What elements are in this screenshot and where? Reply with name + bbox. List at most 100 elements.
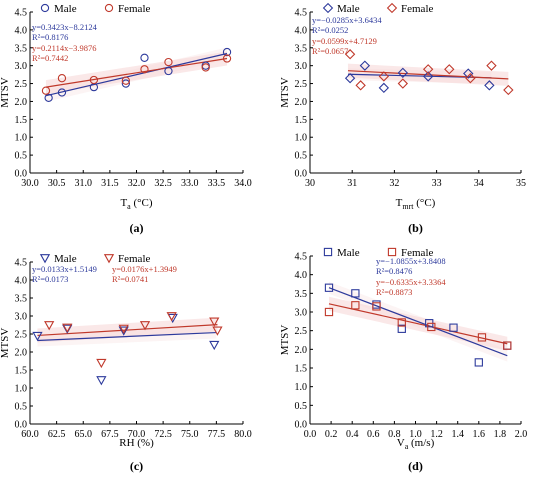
y-tick-label: 1.5 — [295, 364, 308, 375]
panel-label: (d) — [408, 459, 423, 473]
x-axis-label-unit: (°C) — [131, 197, 153, 209]
y-tick-label: 0.5 — [15, 151, 28, 162]
data-point-female — [139, 321, 151, 331]
y-tick-label: 3.0 — [15, 312, 28, 323]
y-tick-label: 1.5 — [15, 115, 28, 126]
equation-male: y=0.3423x−8.2124 — [32, 22, 98, 32]
x-tick-label: 80.0 — [234, 429, 252, 440]
fit-line-male — [45, 52, 228, 97]
y-tick-label: 4.5 — [15, 258, 28, 269]
x-tick-label: 1.6 — [473, 429, 486, 440]
x-tick-label: 65.0 — [75, 429, 93, 440]
y-tick-label: 0.0 — [295, 169, 308, 180]
y-tick-label: 2.0 — [15, 97, 28, 108]
y-tick-label: 0.5 — [295, 151, 308, 162]
y-axis-label: MTSV — [0, 77, 11, 108]
y-tick-label: 4.0 — [295, 270, 308, 281]
data-point-female — [444, 64, 455, 75]
y-tick-label: 4.5 — [15, 8, 28, 19]
legend-marker-male — [322, 2, 334, 14]
data-point-male — [140, 53, 149, 62]
data-point-female — [324, 307, 334, 317]
data-point-female — [201, 63, 210, 72]
x-tick-label: 1.0 — [409, 429, 422, 440]
x-axis-label-sub: a — [127, 202, 131, 211]
x-tick-label: 33 — [432, 178, 442, 189]
equation-male: y=−1.0855x+3.8408 — [376, 256, 446, 266]
data-point-female — [465, 73, 476, 84]
data-point-male — [359, 60, 371, 71]
data-point-male — [463, 68, 474, 79]
data-point-female — [397, 78, 409, 89]
x-tick-label: 0.8 — [388, 429, 401, 440]
data-point-male — [449, 323, 458, 332]
x-tick-label: 34 — [474, 178, 484, 189]
y-axis-label: MTSV — [279, 77, 291, 108]
equation-female: y=0.0176x+1.3949 — [112, 264, 177, 274]
y-tick-label: 1.0 — [15, 384, 28, 395]
equation-female: y=0.0599x+4.7129 — [312, 36, 377, 46]
fit-line-male — [37, 331, 217, 342]
data-point-female — [503, 341, 512, 350]
x-tick-label: 1.2 — [430, 429, 443, 440]
legend-marker-female — [104, 3, 114, 13]
x-axis-label-main: T — [120, 197, 127, 209]
legend-label-female: Female — [401, 247, 433, 259]
legend-marker-female — [103, 254, 115, 264]
legend-marker-male — [39, 254, 51, 264]
data-point-female — [427, 322, 436, 332]
data-point-male — [57, 88, 67, 97]
legend-label-male: Male — [337, 3, 360, 15]
data-point-male — [397, 324, 406, 333]
legend-marker-male — [40, 3, 50, 13]
data-point-male — [121, 79, 130, 88]
x-axis-label-main: RH (%) — [119, 437, 154, 449]
y-tick-label: 3.5 — [15, 43, 28, 54]
x-tick-label: 31.0 — [75, 178, 93, 189]
data-point-female — [57, 74, 67, 83]
y-tick-label: 2.0 — [295, 97, 308, 108]
x-tick-label: 32 — [389, 178, 399, 189]
y-tick-label: 4.0 — [15, 25, 28, 36]
fit-line-female — [328, 303, 508, 345]
data-point-male — [324, 283, 334, 292]
x-tick-label: 31 — [347, 178, 357, 189]
x-tick-label: 34.0 — [234, 178, 252, 189]
data-point-male — [164, 66, 173, 76]
data-point-female — [477, 333, 487, 342]
x-tick-label: 2.0 — [515, 429, 528, 440]
x-tick-label: 35 — [516, 178, 526, 189]
legend-marker-female — [386, 2, 398, 14]
data-point-male — [32, 331, 43, 342]
y-axis-label: MTSV — [279, 325, 291, 356]
x-axis-label: RH (%) — [119, 437, 154, 449]
legend-marker-female — [387, 247, 397, 257]
y-tick-label: 0.5 — [15, 402, 28, 413]
data-point-female — [503, 84, 514, 96]
data-point-male — [351, 289, 360, 298]
y-tick-label: 0.0 — [15, 169, 28, 180]
fit-line-female — [37, 324, 218, 337]
y-axis-label: MTSV — [0, 328, 11, 359]
panel-label: (c) — [130, 459, 143, 473]
chart-panel-c: 0.0 0.5 1.0 1.5 2.0 2.5 3.0 3.5 4.0 4.5 60.0 62.5 65… — [0, 253, 252, 473]
x-tick-label: 30.5 — [48, 178, 66, 189]
x-tick-label: 70.0 — [128, 429, 146, 440]
data-point-female — [372, 302, 381, 311]
data-point-male — [209, 340, 220, 351]
y-tick-label: 3.5 — [295, 43, 308, 54]
data-point-male — [96, 376, 107, 386]
x-axis-label: Tmrt (°C) — [396, 197, 436, 211]
x-axis-label-main: T — [396, 197, 403, 209]
data-point-female — [378, 71, 390, 82]
data-point-male — [422, 71, 434, 82]
x-tick-label: 0.2 — [325, 429, 338, 440]
y-tick-label: 3.0 — [15, 61, 28, 72]
data-point-female — [44, 321, 55, 331]
data-point-female — [486, 60, 497, 71]
y-tick-label: 1.5 — [295, 115, 308, 126]
x-axis-label: Ta (°C) — [120, 197, 152, 211]
data-point-female — [41, 86, 51, 95]
x-tick-label: 62.5 — [48, 429, 66, 440]
r-squared-male: R²=0.0252 — [312, 25, 348, 35]
